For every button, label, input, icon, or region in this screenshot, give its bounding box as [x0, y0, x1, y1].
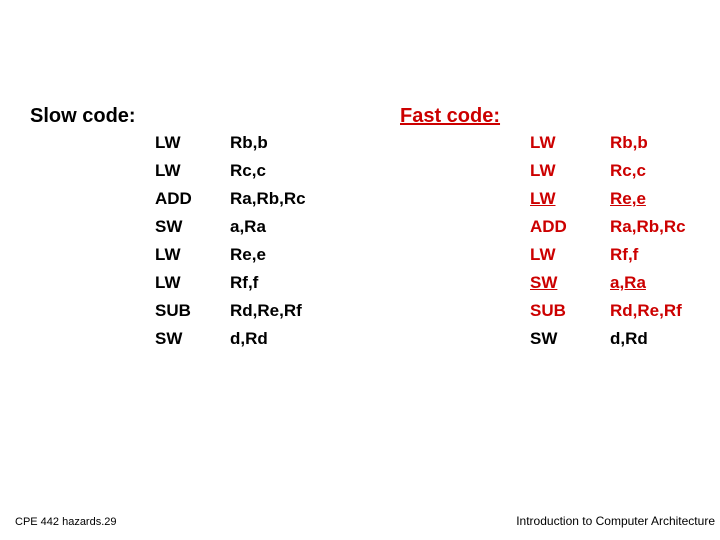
slow-code-label: Slow code:	[30, 105, 155, 357]
fast-row: ADD Ra,Rb,Rc	[530, 217, 686, 237]
fast-op: SW	[530, 329, 610, 349]
fast-arg: Rd,Re,Rf	[610, 301, 682, 321]
slow-op: LW	[155, 161, 230, 181]
fast-op: LW	[530, 189, 610, 209]
slow-arg: Rb,b	[230, 133, 268, 153]
slow-op: ADD	[155, 189, 230, 209]
fast-arg: a,Ra	[610, 273, 646, 293]
fast-op: LW	[530, 161, 610, 181]
slow-row: LW Rc,c	[155, 161, 306, 181]
slow-op: LW	[155, 273, 230, 293]
slow-row: SW d,Rd	[155, 329, 306, 349]
fast-op: SUB	[530, 301, 610, 321]
fast-op: SW	[530, 273, 610, 293]
slow-op: SUB	[155, 301, 230, 321]
slow-op: LW	[155, 245, 230, 265]
footer-page-ref: CPE 442 hazards.29	[15, 516, 117, 528]
fast-row: SW d,Rd	[530, 329, 686, 349]
fast-row: SUB Rd,Re,Rf	[530, 301, 686, 321]
slow-arg: Rf,f	[230, 273, 258, 293]
fast-row: LW Rc,c	[530, 161, 686, 181]
footer-course-title: Introduction to Computer Architecture	[516, 514, 715, 528]
slow-arg: Ra,Rb,Rc	[230, 189, 306, 209]
slow-arg: Re,e	[230, 245, 266, 265]
slow-op: SW	[155, 329, 230, 349]
slow-arg: Rc,c	[230, 161, 266, 181]
slow-row: LW Rf,f	[155, 273, 306, 293]
fast-row: LW Rf,f	[530, 245, 686, 265]
fast-row: LW Re,e	[530, 189, 686, 209]
fast-op: LW	[530, 133, 610, 153]
slow-op: LW	[155, 133, 230, 153]
fast-row: LW Rb,b	[530, 133, 686, 153]
slow-row: ADD Ra,Rb,Rc	[155, 189, 306, 209]
fast-arg: Rc,c	[610, 161, 646, 181]
slow-arg: Rd,Re,Rf	[230, 301, 302, 321]
fast-arg: Rf,f	[610, 245, 638, 265]
slow-row: LW Rb,b	[155, 133, 306, 153]
slow-arg: a,Ra	[230, 217, 266, 237]
slow-row: SW a,Ra	[155, 217, 306, 237]
slow-row: SUB Rd,Re,Rf	[155, 301, 306, 321]
fast-arg: Re,e	[610, 189, 646, 209]
fast-arg: Rb,b	[610, 133, 648, 153]
slow-arg: d,Rd	[230, 329, 268, 349]
fast-arg: Ra,Rb,Rc	[610, 217, 686, 237]
fast-code-label: Fast code:	[400, 105, 500, 128]
slow-op: SW	[155, 217, 230, 237]
fast-arg: d,Rd	[610, 329, 648, 349]
fast-op: ADD	[530, 217, 610, 237]
fast-row: SW a,Ra	[530, 273, 686, 293]
fast-op: LW	[530, 245, 610, 265]
slow-row: LW Re,e	[155, 245, 306, 265]
fast-code-table: LW Rb,b LW Rc,c LW Re,e ADD Ra,Rb,Rc LW …	[530, 133, 686, 357]
slow-code-table: LW Rb,b LW Rc,c ADD Ra,Rb,Rc SW a,Ra LW …	[155, 133, 306, 357]
